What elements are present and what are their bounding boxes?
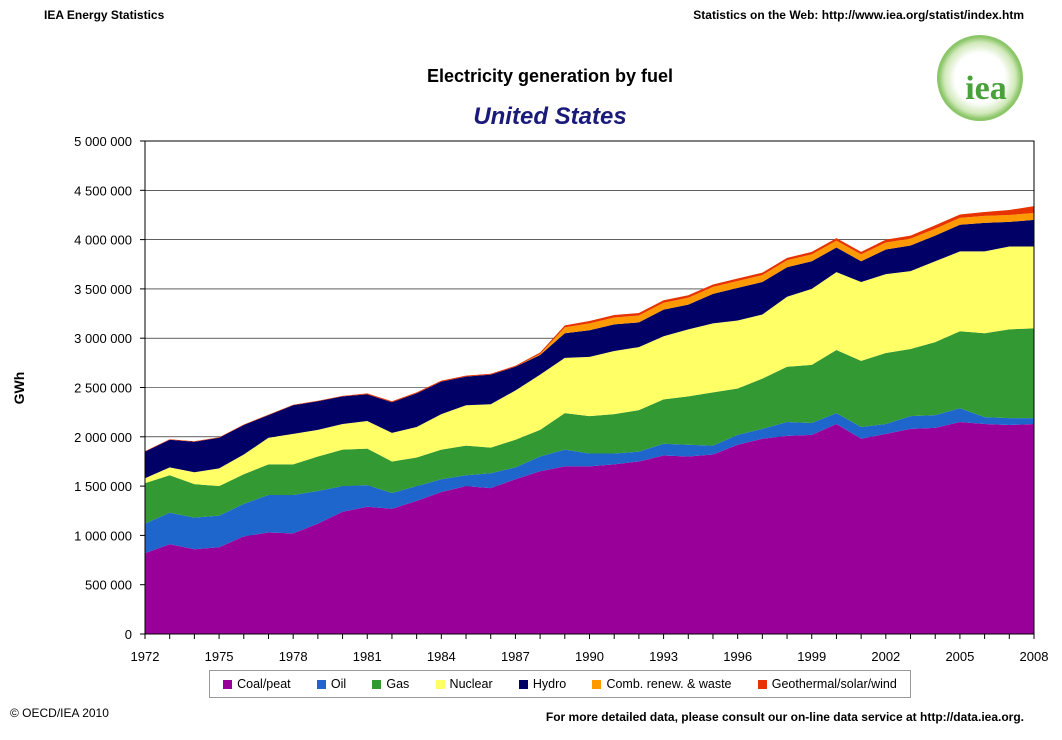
x-tick-label: 1993	[649, 649, 678, 664]
y-tick-label: 500 000	[85, 578, 132, 593]
source-label: IEA Energy Statistics	[44, 8, 165, 22]
area-gas	[145, 328, 1034, 524]
legend-item: Gas	[372, 677, 409, 691]
x-tick-label: 1987	[501, 649, 530, 664]
legend-swatch	[592, 679, 602, 689]
area-hydro	[145, 219, 1034, 479]
legend-swatch	[372, 679, 382, 689]
legend-label: Gas	[386, 677, 410, 691]
y-tick-label: 2 500 000	[74, 381, 132, 396]
chart-subtitle: United States	[473, 103, 627, 130]
legend-label: Coal/peat	[237, 677, 291, 691]
series-areas	[145, 206, 1034, 634]
y-tick-label: 1 000 000	[74, 528, 132, 543]
y-axis-label: GWh	[11, 372, 27, 405]
legend-label: Geothermal/solar/wind	[771, 677, 897, 691]
legend-item: Nuclear	[435, 677, 493, 691]
x-tick-label: 1978	[279, 649, 308, 664]
y-tick-label: 0	[125, 627, 132, 642]
axes	[140, 140, 1035, 639]
y-tick-label: 5 000 000	[74, 134, 132, 149]
x-tick-label: 1996	[723, 649, 752, 664]
legend-swatch	[435, 679, 445, 689]
chart-title: Electricity generation by fuel	[426, 66, 674, 86]
web-link-label: Statistics on the Web: http://www.iea.or…	[693, 8, 1024, 22]
x-tick-labels: 1972 1975 1978 1981 1984 1987 1990 1993 1996 1999…	[131, 649, 1049, 664]
area-coal-peat	[145, 422, 1034, 634]
x-tick-label: 2008	[1020, 649, 1049, 664]
legend-swatch	[518, 679, 528, 689]
y-tick-label: 3 500 000	[74, 282, 132, 297]
area-nuclear	[145, 246, 1034, 487]
y-tick-label: 4 500 000	[74, 183, 132, 198]
legend-swatch	[757, 679, 767, 689]
y-tick-label: 3 000 000	[74, 331, 132, 346]
y-tick-label: 2 000 000	[74, 430, 132, 445]
x-tick-label: 2002	[871, 649, 900, 664]
logo-text: iea	[965, 70, 1007, 107]
x-tick-label: 2005	[945, 649, 974, 664]
legend-item: Coal/peat	[223, 677, 291, 691]
x-tick-label: 1981	[353, 649, 382, 664]
x-tick-label: 1999	[797, 649, 826, 664]
legend-item: Geothermal/solar/wind	[757, 677, 897, 691]
iea-logo: iea	[937, 35, 1023, 121]
legend-label: Hydro	[532, 677, 567, 691]
y-tick-labels: 0 500 000 1 000 000 1 500 000 2 000 000 2 500…	[74, 134, 132, 642]
legend-item: Hydro	[518, 677, 567, 691]
data-service-note: For more detailed data, please consult o…	[545, 710, 1024, 724]
chart-legend: Coal/peat Oil Gas Nuclear Hydro Comb. renew. …	[209, 670, 911, 698]
y-tick-label: 1 500 000	[74, 479, 132, 494]
x-tick-label: 1990	[575, 649, 604, 664]
legend-item: Comb. renew. & waste	[592, 677, 732, 691]
copyright: © OECD/IEA 2010	[10, 706, 109, 720]
legend-swatch	[316, 679, 326, 689]
x-tick-label: 1984	[427, 649, 456, 664]
legend-label: Oil	[330, 677, 347, 691]
area-oil	[145, 408, 1034, 554]
y-tick-label: 4 000 000	[74, 233, 132, 248]
legend-label: Nuclear	[449, 677, 493, 691]
legend-swatch	[223, 679, 233, 689]
legend-label: Comb. renew. & waste	[606, 677, 732, 691]
legend-item: Oil	[316, 677, 347, 691]
x-tick-label: 1975	[205, 649, 234, 664]
x-tick-label: 1972	[131, 649, 160, 664]
